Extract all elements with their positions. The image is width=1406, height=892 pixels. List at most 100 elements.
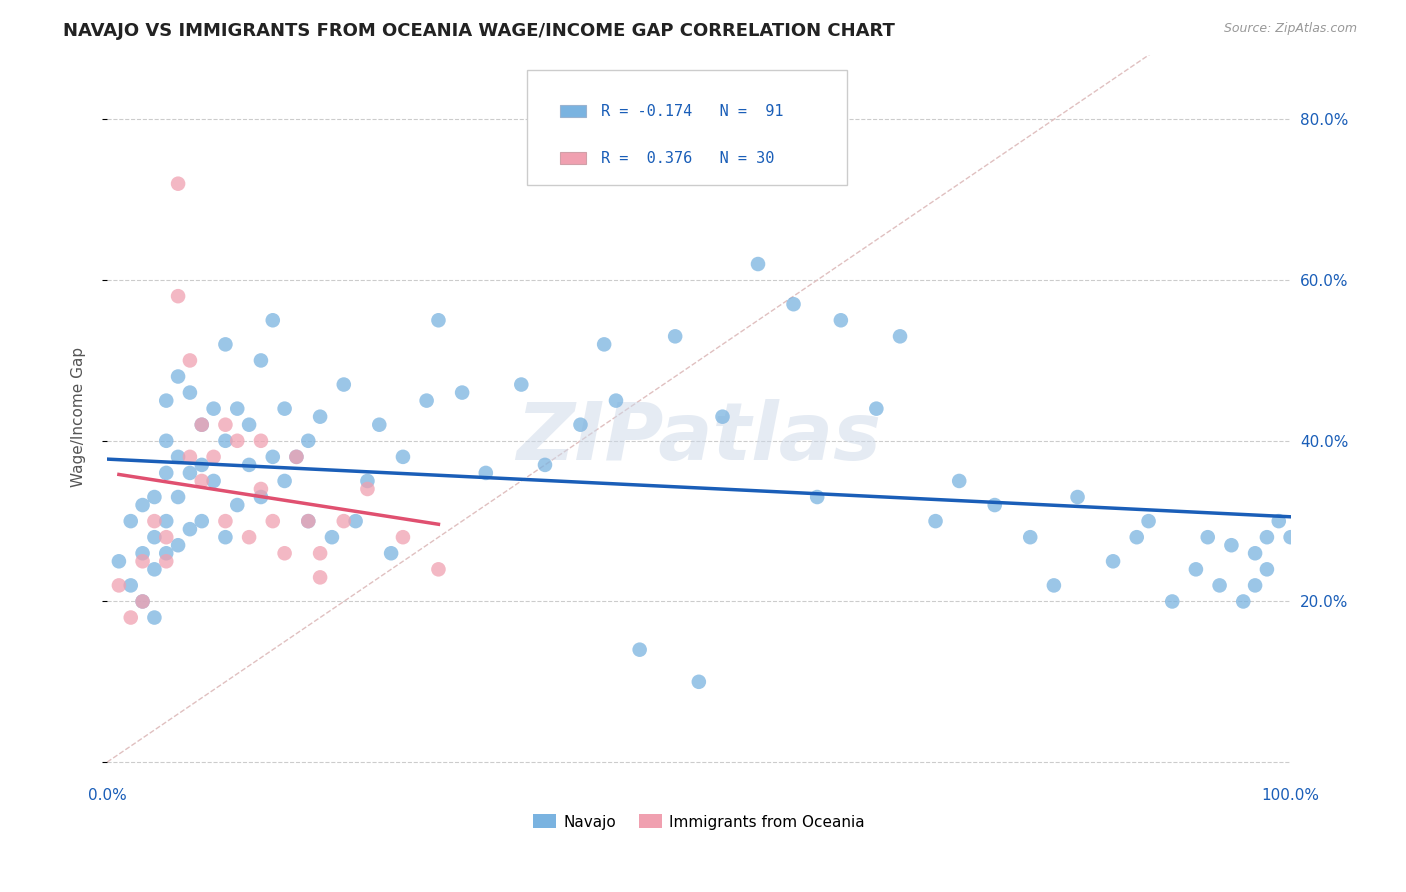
Point <box>273 474 295 488</box>
Point <box>1244 546 1267 560</box>
Point <box>356 482 378 496</box>
Point <box>297 434 319 448</box>
Point <box>108 578 131 592</box>
Point <box>120 578 142 592</box>
Point <box>262 450 284 464</box>
Point <box>167 289 190 303</box>
Point <box>569 417 592 432</box>
Text: Source: ZipAtlas.com: Source: ZipAtlas.com <box>1223 22 1357 36</box>
Point <box>664 329 686 343</box>
Point <box>167 490 190 504</box>
Point <box>865 401 887 416</box>
Point <box>202 401 225 416</box>
Point <box>131 554 153 568</box>
Point <box>688 674 710 689</box>
Point <box>1161 594 1184 608</box>
Point <box>1268 514 1291 528</box>
Point <box>297 514 319 528</box>
Point <box>190 474 212 488</box>
Point <box>1256 530 1278 544</box>
Bar <box>561 152 586 163</box>
Point <box>285 450 308 464</box>
Point <box>179 385 201 400</box>
Point <box>333 514 356 528</box>
Point <box>1279 530 1302 544</box>
Point <box>238 458 260 472</box>
Point <box>333 377 356 392</box>
Point <box>214 434 236 448</box>
Point <box>368 417 391 432</box>
Point <box>155 514 177 528</box>
Point <box>1208 578 1230 592</box>
Point <box>889 329 911 343</box>
Point <box>1256 562 1278 576</box>
Point <box>309 409 332 424</box>
Point <box>214 514 236 528</box>
Point <box>155 434 177 448</box>
Point <box>131 546 153 560</box>
Point <box>155 466 177 480</box>
Point <box>190 417 212 432</box>
Point <box>534 458 557 472</box>
Point <box>1019 530 1042 544</box>
Text: R = -0.174   N =  91: R = -0.174 N = 91 <box>600 103 783 119</box>
Point <box>1197 530 1219 544</box>
Point <box>321 530 343 544</box>
Point <box>155 393 177 408</box>
Point <box>427 562 450 576</box>
Point <box>190 514 212 528</box>
Point <box>214 417 236 432</box>
Point <box>214 337 236 351</box>
Text: ZIPatlas: ZIPatlas <box>516 400 882 477</box>
Point <box>250 490 273 504</box>
Point <box>120 514 142 528</box>
Point <box>983 498 1005 512</box>
Point <box>202 450 225 464</box>
Point <box>143 610 166 624</box>
Point <box>475 466 498 480</box>
Point <box>167 538 190 552</box>
Point <box>143 562 166 576</box>
Point <box>250 353 273 368</box>
Point <box>143 530 166 544</box>
Point <box>131 498 153 512</box>
Point <box>1185 562 1208 576</box>
Point <box>356 474 378 488</box>
Point <box>262 514 284 528</box>
Point <box>948 474 970 488</box>
Point <box>250 482 273 496</box>
Point <box>510 377 533 392</box>
Point <box>167 450 190 464</box>
Point <box>202 474 225 488</box>
Y-axis label: Wage/Income Gap: Wage/Income Gap <box>72 347 86 487</box>
Point <box>167 369 190 384</box>
Point <box>1244 578 1267 592</box>
Point <box>344 514 367 528</box>
Point <box>605 393 627 408</box>
Point <box>806 490 828 504</box>
Point <box>250 434 273 448</box>
FancyBboxPatch shape <box>527 70 846 186</box>
Point <box>155 546 177 560</box>
Point <box>143 514 166 528</box>
Point <box>131 594 153 608</box>
Point <box>297 514 319 528</box>
Point <box>1137 514 1160 528</box>
Point <box>155 554 177 568</box>
Point <box>593 337 616 351</box>
Point <box>782 297 804 311</box>
Point <box>628 642 651 657</box>
Point <box>273 401 295 416</box>
Point <box>226 401 249 416</box>
Point <box>1125 530 1147 544</box>
Point <box>427 313 450 327</box>
Point <box>190 417 212 432</box>
Point <box>285 450 308 464</box>
Point <box>120 610 142 624</box>
Point <box>167 177 190 191</box>
Point <box>309 546 332 560</box>
Point <box>108 554 131 568</box>
Point <box>1220 538 1243 552</box>
Point <box>143 490 166 504</box>
Point <box>226 498 249 512</box>
